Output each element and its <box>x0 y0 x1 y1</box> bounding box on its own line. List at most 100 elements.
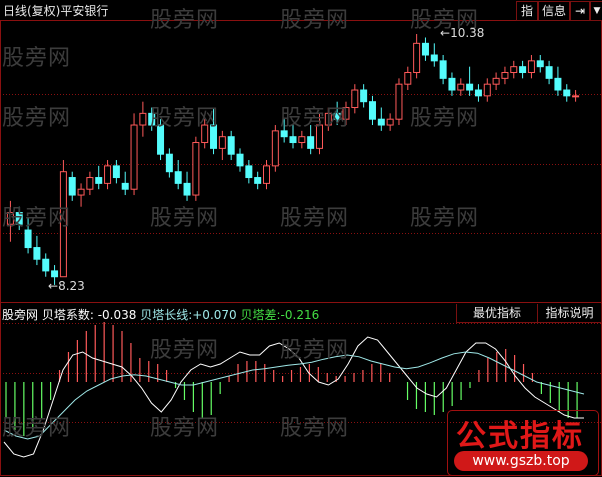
watermark: 股旁网 <box>150 8 220 33</box>
chevron-down-icon[interactable]: ▼ <box>590 1 602 21</box>
low-price-label: 8.23 <box>58 279 85 293</box>
indicator-name: 股旁网 贝塔系数: <box>2 308 94 322</box>
candle-down <box>360 89 368 103</box>
candle-down <box>112 165 120 179</box>
watermark: 股旁网 <box>410 206 480 231</box>
logo-url: www.gszb.top <box>454 451 588 471</box>
beta-long-value: +0.070 <box>192 308 237 322</box>
candle-up <box>527 60 535 74</box>
candle-up <box>218 136 226 149</box>
candle-down <box>466 83 474 91</box>
beta-value: -0.038 <box>97 308 137 322</box>
watermark: 股旁网 <box>280 8 350 33</box>
beta-diff-label: 贝塔差: <box>240 308 281 322</box>
candle-down <box>157 124 165 155</box>
candle-up <box>104 165 112 184</box>
candle-up <box>59 171 67 278</box>
candle-up <box>483 83 491 97</box>
candle-down <box>307 136 315 149</box>
beta-long-line <box>3 351 585 440</box>
best-indicator-button[interactable]: 最优指标 <box>456 304 538 323</box>
candle-up <box>572 95 580 98</box>
candle-up <box>404 72 412 85</box>
candle-up <box>342 107 350 120</box>
candle-up <box>271 130 279 167</box>
candle-down <box>430 54 438 62</box>
logo-text: 公式指标 <box>456 419 584 454</box>
beta-line <box>3 336 584 458</box>
candle-down <box>227 136 235 155</box>
candle-up <box>457 83 465 91</box>
candle-up <box>510 66 518 74</box>
candle-down <box>148 112 156 126</box>
low-price-marker: ←8.23 <box>48 279 85 293</box>
watermark: 股旁网 <box>410 8 480 33</box>
candle-down <box>439 60 447 79</box>
watermark: 股旁网 <box>280 106 350 131</box>
candle-up <box>86 177 94 190</box>
watermark: 股旁网 <box>2 416 72 441</box>
beta-diff-value: -0.216 <box>280 308 320 322</box>
site-logo: 公式指标 www.gszb.top <box>447 410 599 476</box>
candle-down <box>280 130 288 138</box>
high-price-marker: ←10.38 <box>440 26 485 40</box>
candle-down <box>333 112 341 120</box>
watermark: 股旁网 <box>280 338 350 363</box>
candle-up <box>351 89 359 109</box>
candle-up <box>413 42 421 74</box>
chart-frame <box>0 20 602 476</box>
watermark: 股旁网 <box>410 106 480 131</box>
high-price-label: 10.38 <box>450 26 485 40</box>
watermark: 股旁网 <box>2 46 72 71</box>
candle-down <box>448 77 456 91</box>
stock-name[interactable]: 平安银行 <box>60 4 109 18</box>
candle-down <box>183 182 191 196</box>
candle-down <box>519 66 527 74</box>
watermark: 股旁网 <box>150 338 220 363</box>
candle-down <box>236 153 244 167</box>
watermark: 股旁网 <box>2 206 72 231</box>
candle-down <box>254 177 262 184</box>
candle-down <box>121 182 129 190</box>
candle-down <box>421 42 429 56</box>
candle-up <box>324 112 332 126</box>
candle-up <box>6 212 14 225</box>
candle-down <box>368 101 376 120</box>
watermark: 股旁网 <box>2 106 72 131</box>
candle-up <box>315 124 323 149</box>
watermark: 股旁网 <box>150 416 220 441</box>
candle-down <box>95 177 103 184</box>
indicator-help-button[interactable]: 指标说明 <box>537 304 602 323</box>
watermark: 股旁网 <box>150 106 220 131</box>
candle-up <box>501 72 509 79</box>
candle-up <box>130 124 138 190</box>
watermark: 股旁网 <box>280 206 350 231</box>
candle-down <box>563 89 571 97</box>
candle-up <box>77 188 85 196</box>
watermark: 股旁网 <box>150 206 220 231</box>
candle-up <box>386 118 394 126</box>
candle-up <box>201 124 209 144</box>
candle-down <box>51 270 59 278</box>
candle-down <box>554 77 562 91</box>
candle-down <box>24 229 32 249</box>
candle-down <box>42 258 50 272</box>
candle-up <box>139 112 147 126</box>
period-label: 日线(复权) <box>3 4 61 18</box>
watermark: 股旁网 <box>280 416 350 441</box>
indicator-button[interactable]: 指 <box>516 1 538 21</box>
candle-up <box>192 142 200 196</box>
candle-down <box>545 66 553 79</box>
info-button[interactable]: 信息 <box>538 1 570 21</box>
arrow-right-bar-icon[interactable]: ⇥ <box>570 1 590 21</box>
candle-up <box>263 165 271 184</box>
candle-down <box>536 60 544 68</box>
candle-down <box>210 124 218 149</box>
beta-long-label: 贝塔长线: <box>140 308 193 322</box>
candle-down <box>174 171 182 184</box>
candle-down <box>474 89 482 97</box>
candle-down <box>15 212 23 225</box>
candle-up <box>492 77 500 85</box>
